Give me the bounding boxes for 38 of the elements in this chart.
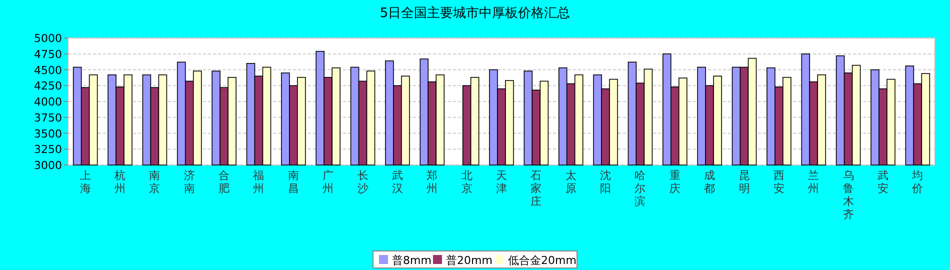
x-tick-label: 乌鲁木齐 (842, 169, 854, 221)
x-tick-label: 重庆 (669, 169, 680, 195)
x-tick-label: 哈尔滨 (634, 169, 646, 208)
legend-label: 普8mm (392, 254, 432, 267)
y-tick-label: 4000 (34, 96, 62, 108)
y-tick-label: 4500 (34, 64, 62, 77)
x-tick-label: 南京 (149, 169, 160, 195)
x-tick-label: 广州 (322, 169, 334, 195)
x-tick-label: 天津 (496, 169, 507, 195)
x-tick-label: 兰州 (808, 169, 820, 195)
x-tick-label: 福州 (253, 169, 264, 195)
x-tick-label: 合肥 (218, 169, 230, 195)
x-tick-label: 济南 (184, 169, 195, 195)
chart-title: 5日全国主要城市中厚板价格汇总 (380, 5, 570, 21)
x-tick-label: 沈阳 (600, 169, 612, 195)
x-tick-label: 太原 (565, 169, 576, 195)
x-tick-label: 武安 (877, 169, 888, 195)
y-tick-label: 5000 (34, 32, 62, 45)
x-tick-label: 西安 (773, 169, 784, 195)
x-tick-label: 均价 (911, 169, 924, 195)
y-tick-label: 3500 (34, 127, 62, 140)
y-tick-label: 4250 (34, 80, 62, 93)
x-tick-label: 杭州 (114, 169, 126, 195)
y-tick-label: 3000 (34, 159, 62, 172)
y-tick-label: 3750 (34, 111, 62, 124)
x-tick-label: 武汉 (392, 169, 403, 195)
x-tick-label: 成都 (704, 169, 716, 195)
x-tick-label: 长沙 (357, 169, 368, 195)
y-tick-label: 3250 (34, 143, 62, 156)
x-tick-label: 石家庄 (530, 169, 542, 208)
x-tick-label: 郑州 (426, 169, 438, 195)
legend-label: 普20mm (446, 254, 492, 267)
y-tick-label: 4750 (34, 48, 62, 61)
x-tick-label: 南昌 (288, 169, 299, 195)
legend-label: 低合金20mm (508, 254, 576, 267)
x-tick-label: 北京 (461, 169, 472, 195)
x-tick-label: 昆明 (738, 169, 750, 195)
x-tick-label: 上海 (80, 169, 91, 195)
